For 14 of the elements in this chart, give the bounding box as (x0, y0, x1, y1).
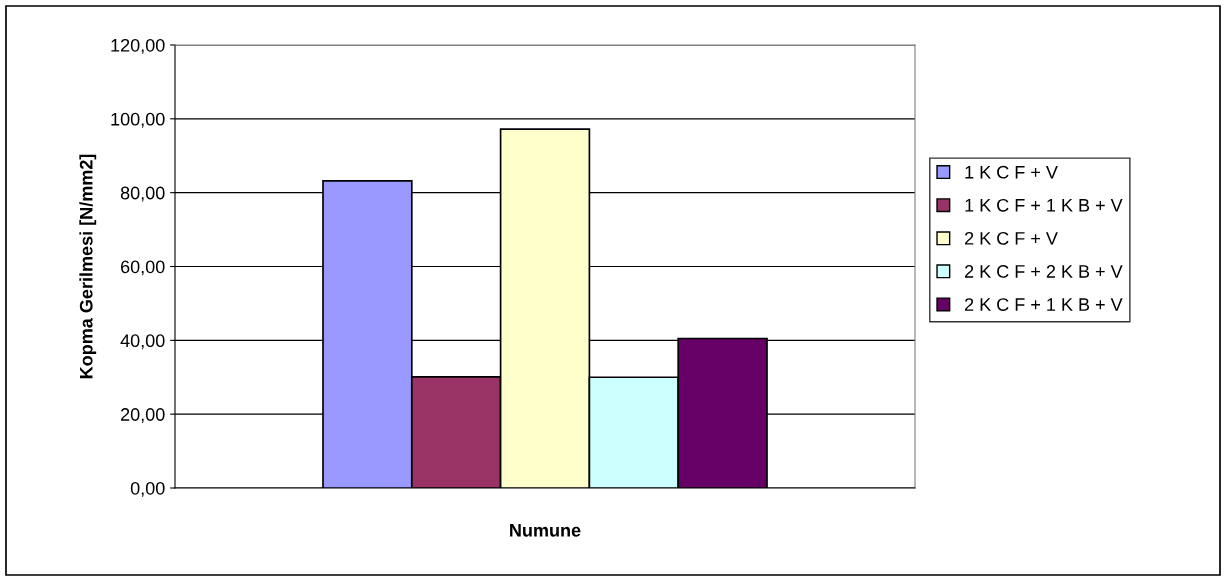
y-tick-label: 100,00 (111, 112, 165, 128)
y-tick-label: 60,00 (121, 260, 165, 276)
x-axis-title: Numune (510, 524, 581, 537)
legend-label: 1 K C F + 1 K B + V (965, 198, 1123, 212)
y-tick-label: 0,00 (130, 481, 165, 497)
y-axis-title: Kopma Gerilmesi [N/mm2] (79, 154, 97, 379)
legend-label: 2 K C F + V (965, 231, 1058, 245)
y-tick-label: 120,00 (111, 38, 165, 54)
y-tick-label: 80,00 (120, 186, 165, 202)
legend-label: 1 K C F + V (965, 165, 1058, 179)
y-tick-label: 40,00 (120, 334, 165, 350)
y-tick-label: 20,00 (121, 408, 165, 424)
legend-label: 2 K C F + 2 K B + V (965, 265, 1123, 278)
legend-label: 2 K C F + 1 K B + V (965, 298, 1123, 311)
